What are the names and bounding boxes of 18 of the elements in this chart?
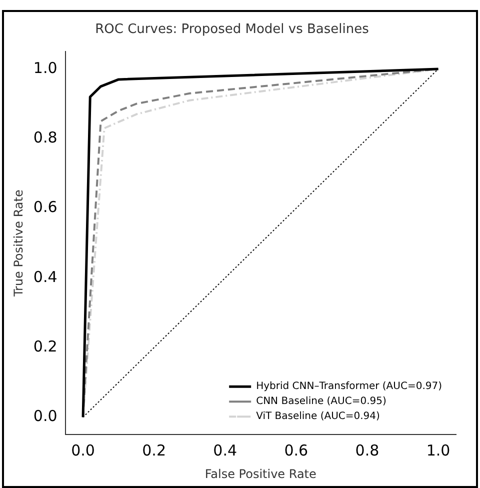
x-tick-label: 0.4 — [213, 441, 238, 460]
y-tick-label: 0.0 — [33, 407, 58, 426]
y-tick-label: 1.0 — [33, 58, 58, 77]
legend-label: ViT Baseline (AUC=0.94) — [256, 411, 380, 422]
chart-title: ROC Curves: Proposed Model vs Baselines — [95, 22, 370, 38]
x-tick-label: 0.6 — [284, 441, 308, 460]
legend-label: CNN Baseline (AUC=0.95) — [256, 396, 386, 408]
x-axis-title: False Positive Rate — [204, 466, 316, 481]
y-tick-label: 0.8 — [33, 128, 58, 147]
y-axis-title: True Positive Rate — [11, 190, 26, 298]
x-tick-label: 0.8 — [355, 441, 380, 460]
x-tick-label: 0.0 — [71, 441, 95, 460]
y-tick-label: 0.4 — [33, 268, 58, 286]
x-tick-label: 1.0 — [426, 441, 450, 460]
y-tick-label: 0.6 — [33, 198, 58, 216]
x-tick-label: 0.2 — [142, 441, 166, 460]
legend-label: Hybrid CNN–Transformer (AUC=0.97) — [256, 381, 442, 392]
y-tick-label: 0.2 — [33, 337, 58, 356]
